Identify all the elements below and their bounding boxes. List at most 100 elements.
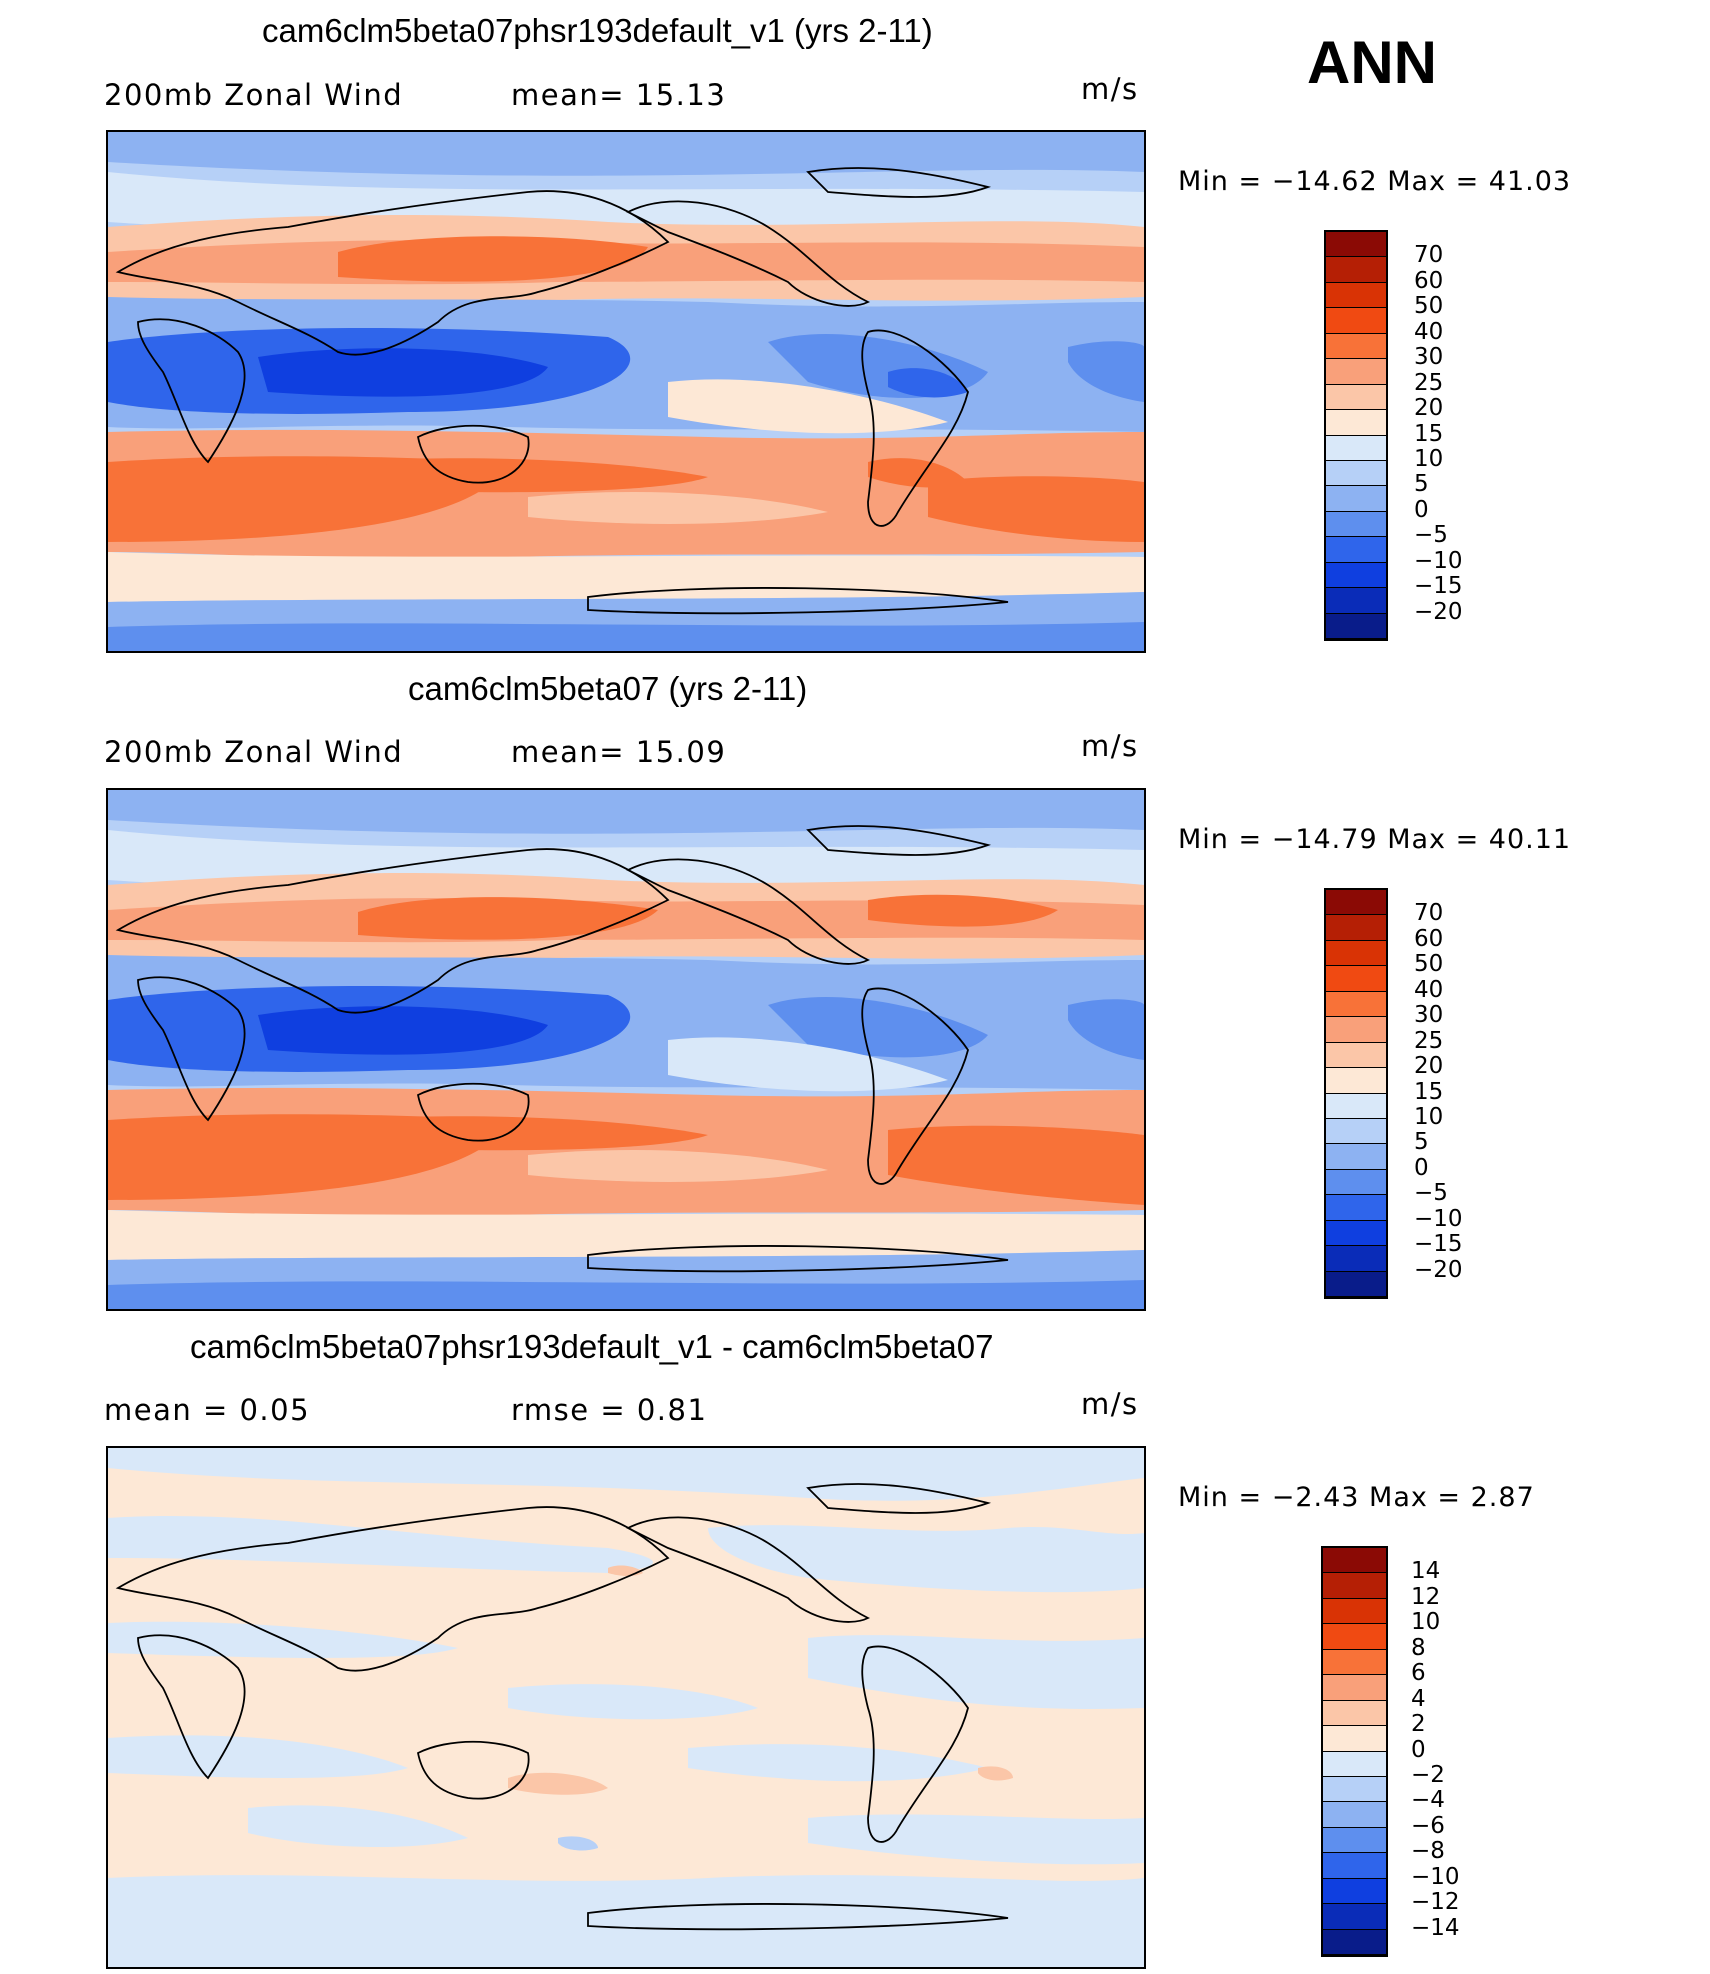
colorbar-segment (1326, 562, 1386, 589)
colorbar-tick-label: −15 (1414, 1231, 1463, 1258)
colorbar-tick-label: −15 (1414, 573, 1463, 600)
panel2-variable-label: 200mb Zonal Wind (104, 735, 404, 769)
panel2-map (106, 788, 1146, 1311)
colorbar-tick-label: −20 (1414, 598, 1463, 625)
panel3-contour-field (108, 1448, 1144, 1967)
colorbar-tick-label: 30 (1414, 344, 1444, 371)
panel3-title: cam6clm5beta07phsr193default_v1 - cam6cl… (190, 1328, 994, 1365)
colorbar-tick-label: −8 (1411, 1838, 1445, 1865)
colorbar-segment (1326, 890, 1386, 916)
colorbar-tick-label: 0 (1414, 496, 1429, 523)
colorbar-segment (1323, 1700, 1386, 1727)
colorbar-tick-label: 60 (1414, 925, 1444, 952)
colorbar-segment (1326, 940, 1386, 967)
colorbar-tick-label: 14 (1411, 1558, 1441, 1585)
panel1-colorbar (1324, 230, 1388, 641)
colorbar-segment (1326, 588, 1386, 614)
colorbar-tick-label: 50 (1414, 293, 1444, 320)
colorbar-segment (1323, 1853, 1386, 1879)
colorbar-segment (1326, 359, 1386, 385)
colorbar-segment (1326, 1042, 1386, 1069)
colorbar-segment (1323, 1776, 1386, 1803)
colorbar-tick-label: −12 (1411, 1889, 1460, 1916)
colorbar-segment (1326, 333, 1386, 360)
panel1-minmax: Min = −14.62 Max = 41.03 (1178, 166, 1572, 197)
colorbar-tick-label: −4 (1411, 1787, 1445, 1814)
colorbar-tick-label: −10 (1414, 1205, 1463, 1232)
colorbar-segment (1326, 1017, 1386, 1043)
panel1-title: cam6clm5beta07phsr193default_v1 (yrs 2-1… (262, 12, 933, 49)
colorbar-tick-label: 70 (1414, 900, 1444, 927)
colorbar-tick-label: 15 (1414, 1078, 1444, 1105)
colorbar-segment (1326, 435, 1386, 461)
colorbar-tick-label: 2 (1411, 1711, 1426, 1738)
panel2-title: cam6clm5beta07 (yrs 2-11) (408, 670, 808, 707)
colorbar-tick-label: 4 (1411, 1685, 1426, 1712)
colorbar-segment (1326, 460, 1386, 487)
colorbar-segment (1326, 1220, 1386, 1247)
colorbar-tick-label: 30 (1414, 1002, 1444, 1029)
colorbar-tick-label: 60 (1414, 267, 1444, 294)
colorbar-segment (1326, 537, 1386, 563)
panel2-colorbar (1324, 888, 1388, 1299)
colorbar-segment (1323, 1548, 1386, 1574)
panel1-variable-label: 200mb Zonal Wind (104, 78, 404, 112)
colorbar-segment (1323, 1904, 1386, 1930)
panel1-units: m/s (1081, 72, 1139, 106)
colorbar-segment (1326, 1195, 1386, 1221)
colorbar-tick-label: −5 (1414, 1180, 1448, 1207)
colorbar-segment (1326, 1271, 1386, 1297)
colorbar-segment (1326, 966, 1386, 992)
colorbar-segment (1326, 257, 1386, 283)
panel1-map (106, 130, 1146, 653)
colorbar-tick-label: 50 (1414, 951, 1444, 978)
colorbar-segment (1323, 1878, 1386, 1905)
season-label: ANN (1307, 29, 1437, 96)
colorbar-tick-label: 40 (1414, 318, 1444, 345)
colorbar-segment (1326, 915, 1386, 941)
colorbar-segment (1326, 613, 1386, 639)
panel2-contour-field (108, 790, 1144, 1309)
panel3-mean-label: mean = 0.05 (104, 1393, 311, 1427)
colorbar-segment (1326, 486, 1386, 512)
colorbar-segment (1326, 1118, 1386, 1145)
colorbar-segment (1323, 1598, 1386, 1625)
colorbar-tick-label: −10 (1414, 547, 1463, 574)
colorbar-segment (1323, 1649, 1386, 1676)
panel3-colorbar (1321, 1546, 1388, 1957)
colorbar-tick-label: 20 (1414, 1053, 1444, 1080)
colorbar-segment (1326, 1093, 1386, 1119)
colorbar-tick-label: −20 (1414, 1256, 1463, 1283)
panel3-units: m/s (1081, 1387, 1139, 1421)
panel3-rmse-label: rmse = 0.81 (511, 1393, 708, 1427)
colorbar-tick-label: −5 (1414, 522, 1448, 549)
colorbar-segment (1326, 384, 1386, 411)
colorbar-segment (1326, 282, 1386, 309)
panel1-mean-label: mean= 15.13 (511, 78, 727, 112)
colorbar-segment (1326, 1169, 1386, 1196)
colorbar-segment (1326, 991, 1386, 1018)
colorbar-tick-label: 10 (1414, 1103, 1444, 1130)
colorbar-segment (1326, 1246, 1386, 1272)
colorbar-tick-label: 40 (1414, 976, 1444, 1003)
colorbar-tick-label: 70 (1414, 242, 1444, 269)
colorbar-tick-label: 6 (1411, 1660, 1426, 1687)
panel2-minmax: Min = −14.79 Max = 40.11 (1178, 824, 1572, 855)
panel2-units: m/s (1081, 729, 1139, 763)
colorbar-tick-label: 5 (1414, 471, 1429, 498)
colorbar-tick-label: 8 (1411, 1634, 1426, 1661)
colorbar-tick-label: −2 (1411, 1761, 1445, 1788)
colorbar-tick-label: 0 (1411, 1736, 1426, 1763)
colorbar-tick-label: −6 (1411, 1812, 1445, 1839)
colorbar-tick-label: 10 (1414, 445, 1444, 472)
colorbar-segment (1326, 1068, 1386, 1094)
panel2-mean-label: mean= 15.09 (511, 735, 727, 769)
colorbar-segment (1323, 1802, 1386, 1828)
colorbar-segment (1323, 1573, 1386, 1599)
colorbar-segment (1326, 410, 1386, 436)
colorbar-segment (1323, 1827, 1386, 1854)
colorbar-tick-label: 20 (1414, 395, 1444, 422)
colorbar-tick-label: −10 (1411, 1863, 1460, 1890)
colorbar-tick-label: 12 (1411, 1583, 1441, 1610)
colorbar-tick-label: 0 (1414, 1154, 1429, 1181)
